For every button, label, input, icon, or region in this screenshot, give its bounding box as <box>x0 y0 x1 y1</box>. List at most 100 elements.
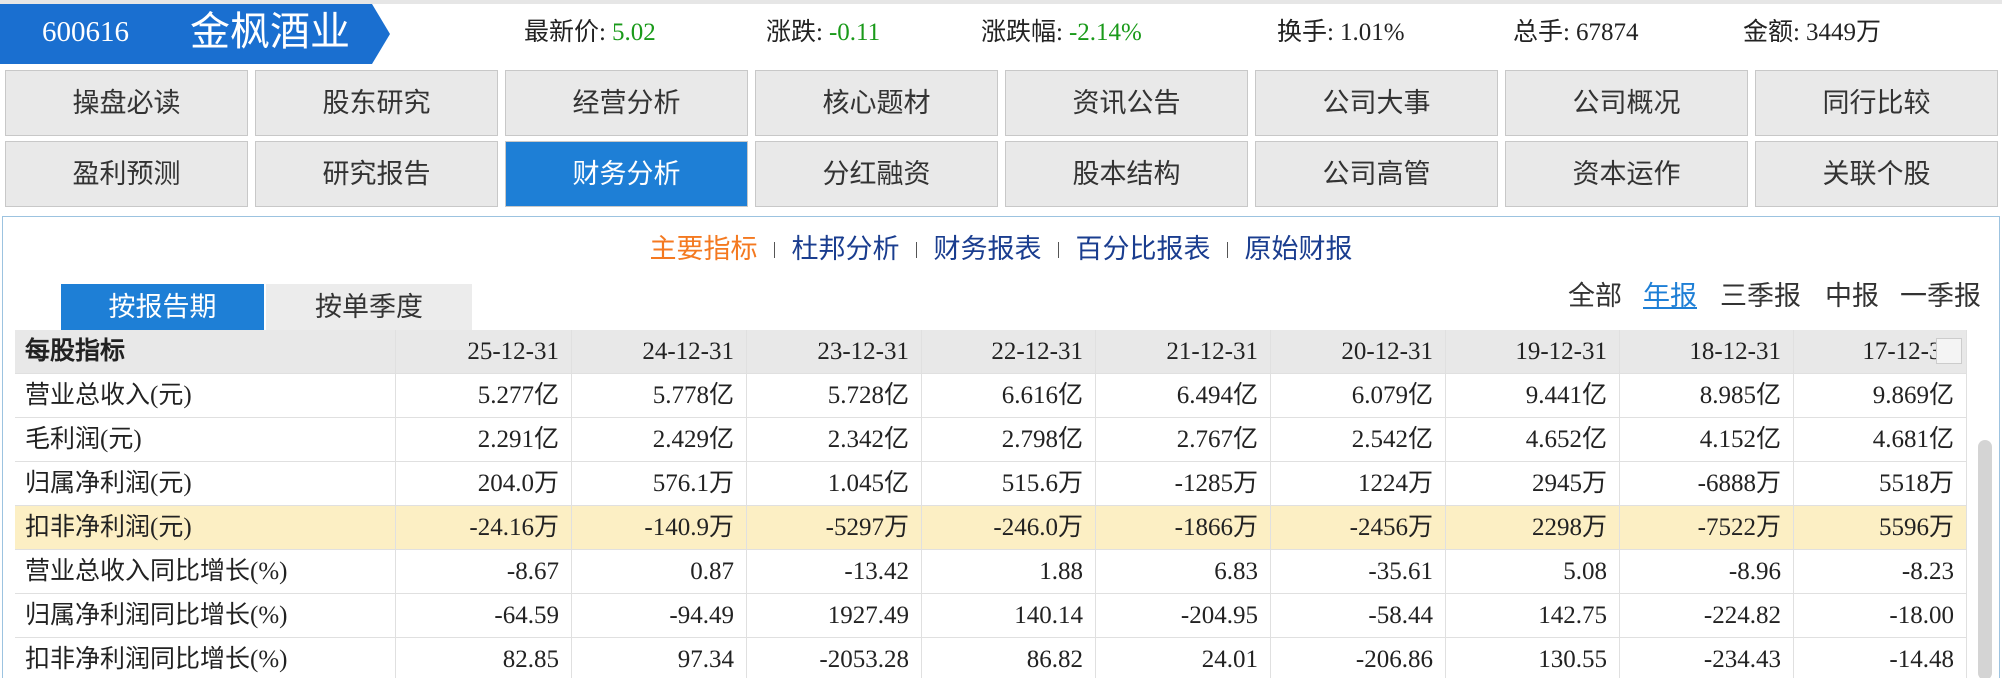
period-tab[interactable]: 按报告期 <box>61 284 264 330</box>
scroll-right-icon[interactable] <box>1936 338 1962 364</box>
separator <box>1226 242 1228 258</box>
row-label: 营业总收入(元) <box>15 374 396 418</box>
column-header: 19-12-31 <box>1446 330 1620 374</box>
nav-button[interactable]: 研究报告 <box>255 141 498 207</box>
separator <box>773 242 775 258</box>
table-cell: 1.045亿 <box>747 462 922 506</box>
table-cell: 1.88 <box>922 550 1096 594</box>
quote-label: 最新价: <box>524 19 606 46</box>
table-cell: -140.9万 <box>572 506 747 550</box>
table-cell: 2.542亿 <box>1271 418 1446 462</box>
table-cell: -24.16万 <box>396 506 572 550</box>
table-cell: 515.6万 <box>922 462 1096 506</box>
table-cell: 5596万 <box>1794 506 1967 550</box>
table-cell: -204.95 <box>1096 594 1271 638</box>
quote-value: -0.11 <box>828 19 881 46</box>
table-cell: -1285万 <box>1096 462 1271 506</box>
quote-label: 换手: <box>1277 19 1334 46</box>
nav-button[interactable]: 股本结构 <box>1005 141 1248 207</box>
table-cell: 5.728亿 <box>747 374 922 418</box>
table-cell: 4.652亿 <box>1446 418 1620 462</box>
table-cell: -8.96 <box>1620 550 1794 594</box>
nav-button[interactable]: 财务分析 <box>505 141 748 207</box>
subnav-link[interactable]: 杜邦分析 <box>791 234 900 264</box>
report-filter[interactable]: 中报 <box>1825 281 1879 311</box>
quote-label: 金额: <box>1743 19 1800 46</box>
nav-button[interactable]: 分红融资 <box>755 141 998 207</box>
separator <box>915 242 917 258</box>
table-cell: -1866万 <box>1096 506 1271 550</box>
table-cell: 5.08 <box>1446 550 1620 594</box>
column-header: 18-12-31 <box>1620 330 1794 374</box>
table-cell: 6.616亿 <box>922 374 1096 418</box>
subnav-link[interactable]: 财务报表 <box>933 234 1042 264</box>
row-label: 归属净利润(元) <box>15 462 396 506</box>
nav-button[interactable]: 股东研究 <box>255 70 498 136</box>
subnav-link[interactable]: 原始财报 <box>1244 234 1353 264</box>
nav-button[interactable]: 盈利预测 <box>5 141 248 207</box>
row-label: 毛利润(元) <box>15 418 396 462</box>
nav-button[interactable]: 公司大事 <box>1255 70 1498 136</box>
table-cell: 4.152亿 <box>1620 418 1794 462</box>
table-cell: 4.681亿 <box>1794 418 1967 462</box>
report-filter[interactable]: 一季报 <box>1900 281 1981 311</box>
nav-button[interactable]: 操盘必读 <box>5 70 248 136</box>
table-cell: -224.82 <box>1620 594 1794 638</box>
report-filter[interactable]: 年报 <box>1643 281 1697 311</box>
table-cell: 2298万 <box>1446 506 1620 550</box>
table-cell: -64.59 <box>396 594 572 638</box>
quote-value: 3449万 <box>1805 19 1881 46</box>
table-cell: 1927.49 <box>747 594 922 638</box>
nav-button[interactable]: 核心题材 <box>755 70 998 136</box>
report-filter[interactable]: 三季报 <box>1720 281 1801 311</box>
table-cell: 130.55 <box>1446 638 1620 678</box>
table-cell: 2.798亿 <box>922 418 1096 462</box>
table-cell: -7522万 <box>1620 506 1794 550</box>
row-header-title: 每股指标 <box>15 330 396 374</box>
table-cell: 97.34 <box>572 638 747 678</box>
nav-button[interactable]: 资讯公告 <box>1005 70 1248 136</box>
scrollbar <box>1978 440 1992 678</box>
table-cell: 6.494亿 <box>1096 374 1271 418</box>
table-cell: -35.61 <box>1271 550 1446 594</box>
subnav-link[interactable]: 主要指标 <box>649 234 758 264</box>
table-cell: 6.83 <box>1096 550 1271 594</box>
table-cell: 2.342亿 <box>747 418 922 462</box>
row-label: 归属净利润同比增长(%) <box>15 594 396 638</box>
separator <box>1057 242 1059 258</box>
table-cell: -246.0万 <box>922 506 1096 550</box>
table-cell: -234.43 <box>1620 638 1794 678</box>
stock-badge <box>0 4 390 64</box>
table-cell: -5297万 <box>747 506 922 550</box>
quote-value: 67874 <box>1575 19 1639 46</box>
quote-value: -2.14% <box>1068 19 1142 46</box>
top-strip <box>0 0 2002 4</box>
column-header: 21-12-31 <box>1096 330 1271 374</box>
nav-button[interactable]: 公司概况 <box>1505 70 1748 136</box>
table-cell: -8.67 <box>396 550 572 594</box>
nav-button[interactable]: 关联个股 <box>1755 141 1998 207</box>
quote-label: 涨跌: <box>766 19 823 46</box>
subnav-link[interactable]: 百分比报表 <box>1075 234 1211 264</box>
table-cell: -13.42 <box>747 550 922 594</box>
quote-value: 5.02 <box>611 19 656 46</box>
report-filter[interactable]: 全部 <box>1568 281 1622 311</box>
table-cell: 0.87 <box>572 550 747 594</box>
quote-label: 总手: <box>1513 19 1570 46</box>
table-cell: -8.23 <box>1794 550 1967 594</box>
nav-button[interactable]: 资本运作 <box>1505 141 1748 207</box>
table-cell: 140.14 <box>922 594 1096 638</box>
stock-name: 金枫酒业 <box>190 9 350 54</box>
nav-button[interactable]: 同行比较 <box>1755 70 1998 136</box>
period-tab[interactable]: 按单季度 <box>266 284 472 330</box>
nav-button[interactable]: 公司高管 <box>1255 141 1498 207</box>
table-cell: 5.277亿 <box>396 374 572 418</box>
table-cell: -94.49 <box>572 594 747 638</box>
nav-button[interactable]: 经营分析 <box>505 70 748 136</box>
table-cell: -6888万 <box>1620 462 1794 506</box>
table-cell: 2.291亿 <box>396 418 572 462</box>
row-label: 扣非净利润(元) <box>15 506 396 550</box>
row-label: 营业总收入同比增长(%) <box>15 550 396 594</box>
row-label: 扣非净利润同比增长(%) <box>15 638 396 678</box>
